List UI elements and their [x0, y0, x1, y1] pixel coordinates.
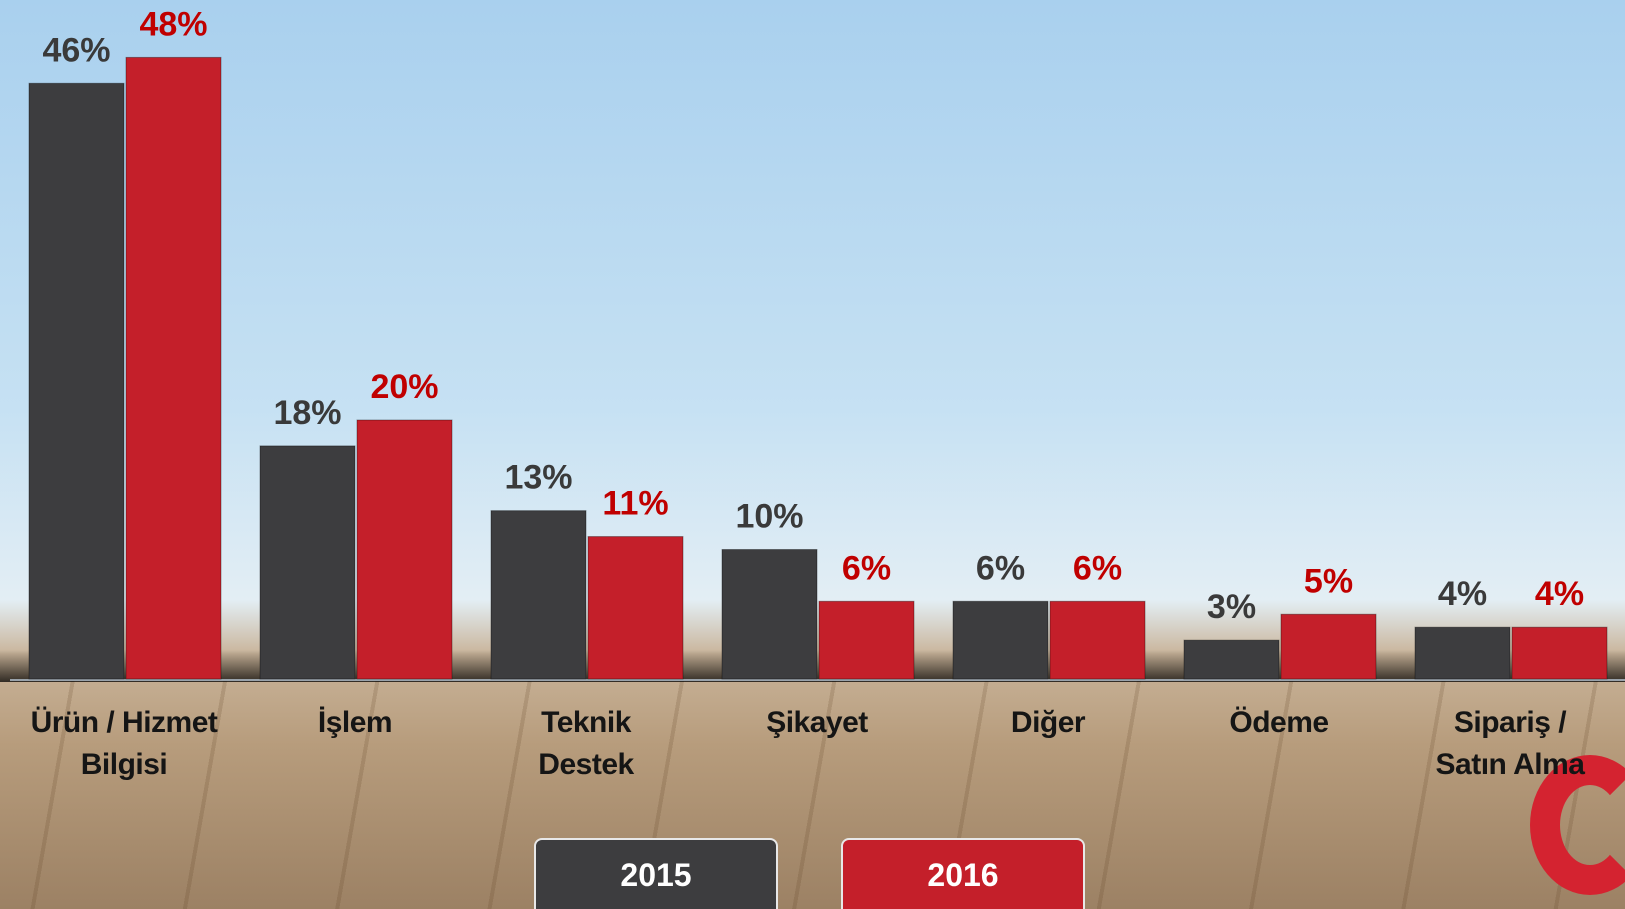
category-label: Teknik Destek: [538, 706, 634, 781]
value-label: 4%: [1535, 575, 1584, 613]
value-label: 6%: [1073, 549, 1122, 587]
bar: [721, 549, 818, 680]
category-label: Ürün / Hizmet Bilgisi: [30, 706, 218, 781]
category-label: Sipariş / Satın Alma: [1435, 706, 1585, 781]
bar: [1280, 613, 1377, 680]
value-label: 46%: [42, 31, 110, 69]
bar: [1049, 600, 1146, 680]
value-label: 3%: [1207, 588, 1256, 626]
bar: [490, 510, 587, 680]
value-label: 6%: [842, 549, 891, 587]
bar: [1414, 626, 1511, 680]
legend-entry: 2015: [534, 838, 778, 909]
bar: [1511, 626, 1608, 680]
category-label: Şikayet: [766, 706, 868, 739]
value-label: 10%: [735, 498, 803, 536]
value-label: 20%: [370, 368, 438, 406]
bar: [587, 536, 684, 680]
bar: [1183, 639, 1280, 680]
floor: [0, 679, 1625, 909]
value-label: 4%: [1438, 575, 1487, 613]
bar: [125, 56, 222, 680]
bar: [818, 600, 915, 680]
bar: [259, 445, 356, 680]
value-label: 11%: [602, 485, 668, 523]
bar: [28, 82, 125, 680]
category-label: İşlem: [317, 706, 393, 739]
bar: [952, 600, 1049, 680]
category-label: Ödeme: [1229, 706, 1329, 739]
value-label: 5%: [1304, 562, 1353, 600]
value-label: 13%: [504, 459, 572, 497]
category-label: Diğer: [1010, 706, 1086, 739]
legend-entry: 2016: [841, 838, 1085, 909]
value-label: 18%: [273, 394, 341, 432]
value-label: 48%: [139, 5, 207, 43]
value-label: 6%: [976, 549, 1025, 587]
bar: [356, 419, 453, 680]
